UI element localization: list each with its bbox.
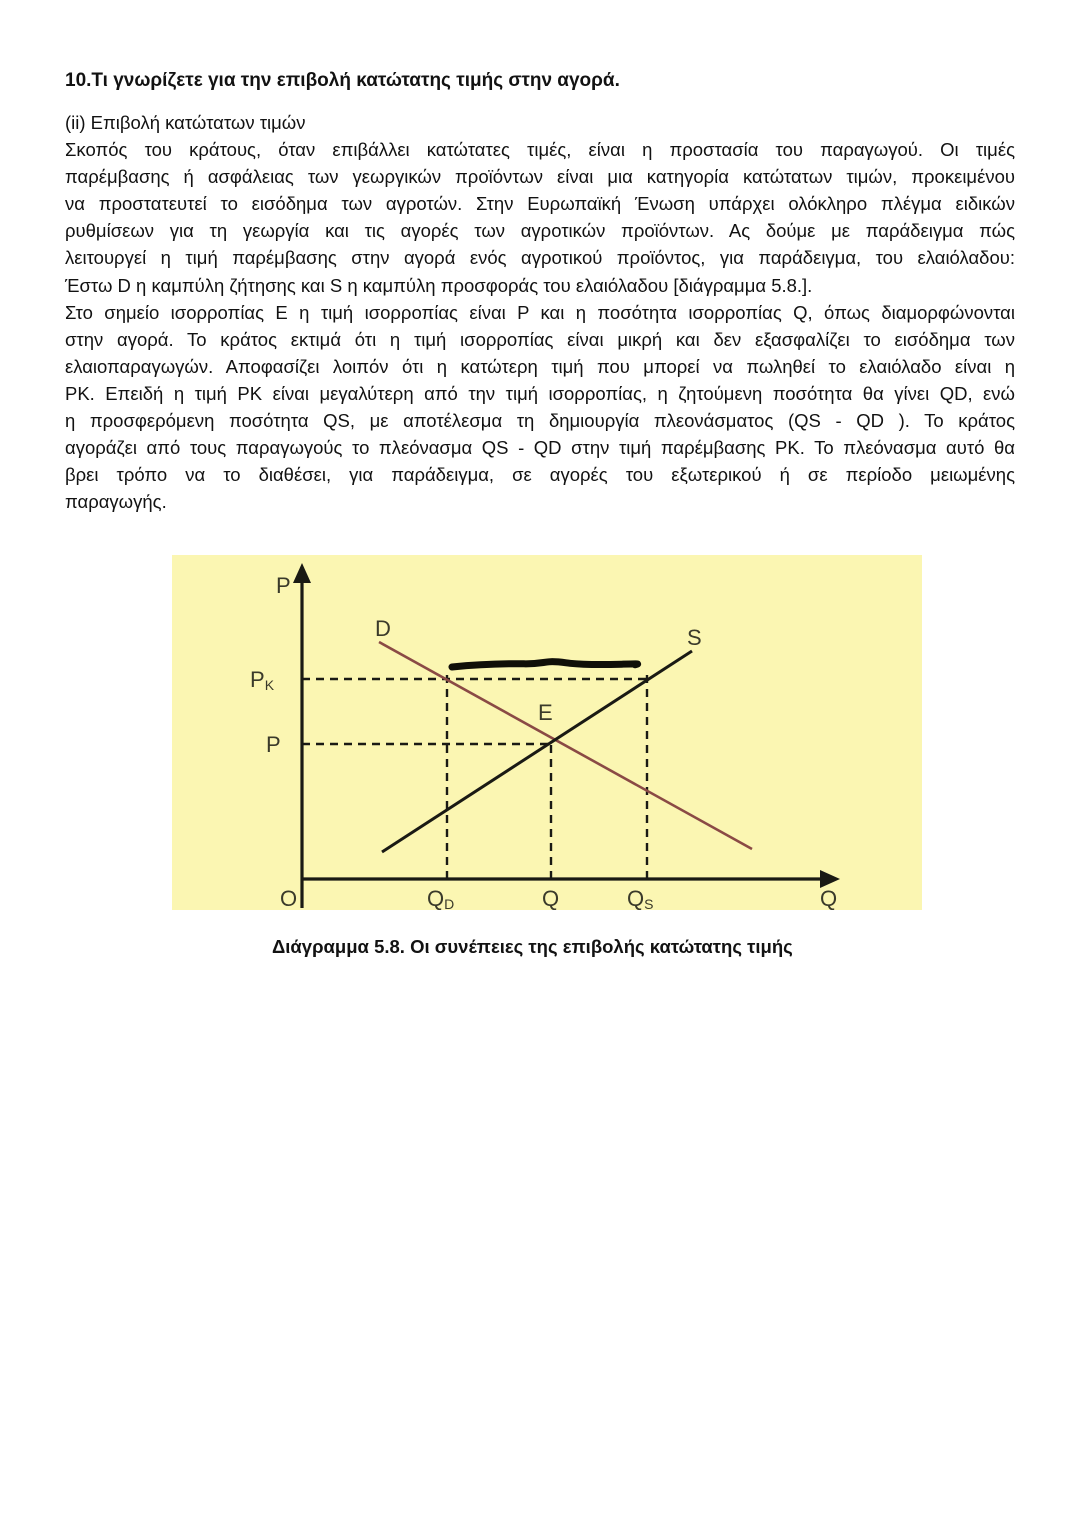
svg-text:O: O — [280, 886, 297, 910]
svg-text:P: P — [266, 732, 281, 757]
svg-text:Q: Q — [542, 886, 559, 910]
svg-text:PK: PK — [250, 667, 275, 693]
svg-text:P: P — [276, 573, 291, 598]
svg-text:QS: QS — [627, 886, 653, 910]
svg-text:S: S — [687, 625, 702, 650]
svg-text:Q: Q — [820, 886, 837, 910]
svg-text:QD: QD — [427, 886, 454, 910]
svg-text:E: E — [538, 700, 553, 725]
svg-text:D: D — [375, 616, 391, 641]
